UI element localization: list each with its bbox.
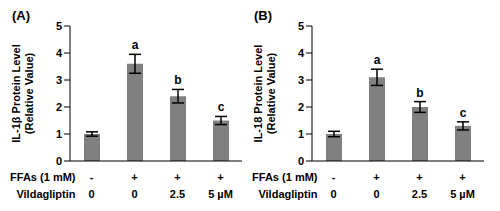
svg-text:+: + xyxy=(174,171,180,183)
svg-text:0: 0 xyxy=(298,155,304,167)
svg-text:+: + xyxy=(373,171,379,183)
svg-text:+: + xyxy=(131,171,137,183)
svg-text:Vildagliptin: Vildagliptin xyxy=(258,188,317,200)
svg-text:IL-1β Protein Level(Relative V: IL-1β Protein Level(Relative Value) xyxy=(10,44,35,142)
svg-text:3: 3 xyxy=(298,74,304,86)
svg-text:2: 2 xyxy=(298,101,304,113)
svg-text:Vildagliptin: Vildagliptin xyxy=(16,188,75,200)
svg-text:4: 4 xyxy=(56,47,63,59)
svg-text:2: 2 xyxy=(56,101,62,113)
svg-text:0: 0 xyxy=(88,188,94,200)
html-text:(A): (A) xyxy=(12,8,30,23)
svg-text:+: + xyxy=(459,171,465,183)
svg-text:1: 1 xyxy=(298,128,304,140)
svg-text:0: 0 xyxy=(330,188,336,200)
svg-text:-: - xyxy=(90,171,94,183)
svg-text:0: 0 xyxy=(56,155,62,167)
svg-text:5: 5 xyxy=(56,20,62,32)
svg-text:0: 0 xyxy=(131,188,137,200)
html-text:(B): (B) xyxy=(254,8,272,23)
svg-text:5: 5 xyxy=(298,20,304,32)
svg-text:+: + xyxy=(416,171,422,183)
svg-text:IL-18 Protein Level(Relative V: IL-18 Protein Level(Relative Value) xyxy=(252,45,277,143)
svg-text:c: c xyxy=(460,106,467,120)
svg-text:1: 1 xyxy=(56,128,62,140)
svg-text:b: b xyxy=(174,73,181,87)
svg-text:2.5: 2.5 xyxy=(412,188,427,200)
svg-text:a: a xyxy=(374,53,381,67)
svg-text:FFAs (1 mM): FFAs (1 mM) xyxy=(252,171,318,183)
svg-text:c: c xyxy=(218,100,225,114)
svg-text:5 µM: 5 µM xyxy=(450,188,475,200)
svg-text:5 µM: 5 µM xyxy=(208,188,233,200)
svg-text:FFAs (1 mM): FFAs (1 mM) xyxy=(10,171,76,183)
svg-text:4: 4 xyxy=(298,47,305,59)
svg-text:3: 3 xyxy=(56,74,62,86)
svg-text:2.5: 2.5 xyxy=(170,188,185,200)
svg-text:a: a xyxy=(132,38,139,52)
svg-text:0: 0 xyxy=(373,188,379,200)
svg-text:b: b xyxy=(416,86,423,100)
svg-text:+: + xyxy=(217,171,223,183)
svg-text:-: - xyxy=(332,171,336,183)
